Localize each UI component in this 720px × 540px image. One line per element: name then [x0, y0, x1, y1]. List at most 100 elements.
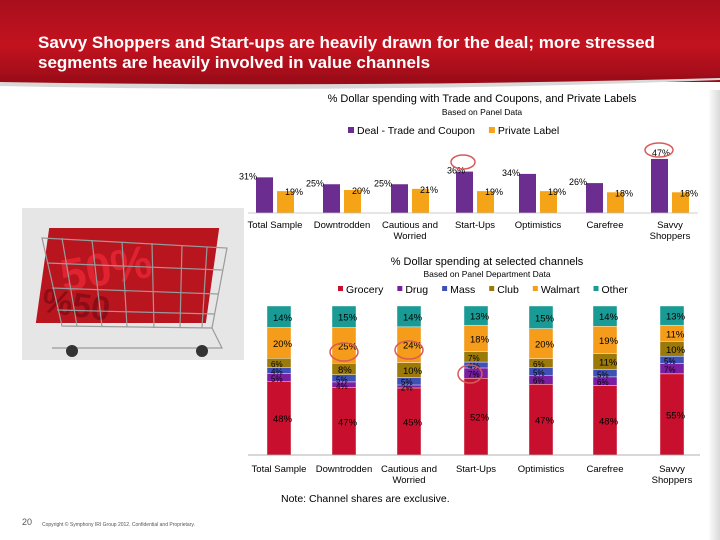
chart2-label-start-ups-other: 13%	[470, 312, 490, 323]
chart2-category-carefree: Carefree	[587, 464, 624, 475]
chart1-bar-total-sample-deal-trade-and-coupon	[256, 177, 273, 213]
chart2-label-cautious-and-worried-other: 14%	[403, 312, 423, 323]
chart1-legend-swatch-deal-trade-and-coupon	[348, 127, 354, 133]
chart2-label-carefree-other: 14%	[599, 312, 619, 323]
chart1-bar-optimistics-private-label	[540, 191, 557, 213]
chart2-bar-optimistics-other	[528, 305, 554, 329]
chart2-label-carefree-grocery: 48%	[599, 416, 619, 427]
chart2-label-downtrodden-mass: 5%	[336, 375, 348, 384]
chart1-label-start-ups-deal-trade-and-coupon: 36%	[447, 166, 465, 176]
chart1-bar-cautious-and-worried-private-label	[412, 188, 429, 213]
chart2-label-savvy-shoppers-walmart: 11%	[666, 329, 685, 340]
chart2-legend-label-other: Other	[602, 284, 629, 296]
chart2-label-optimistics-walmart: 20%	[535, 340, 555, 351]
chart2-legend-swatch-mass	[442, 286, 448, 291]
chart2-label-optimistics-other: 15%	[535, 313, 555, 324]
chart1-legend-swatch-private-label	[488, 127, 495, 133]
chart1-category-cautious-and-worried: Cautious and Worried	[382, 220, 438, 242]
chart1-label-carefree-private-label: 18%	[615, 188, 633, 198]
page-number: 20	[22, 517, 33, 527]
chart2-label-downtrodden-club: 8%	[338, 365, 352, 376]
chart2-label-savvy-shoppers-drug: 7%	[664, 366, 676, 375]
chart1-category-carefree: Carefree	[587, 220, 624, 231]
chart1-bar-downtrodden-private-label	[344, 190, 361, 213]
chart1-label-savvy-shoppers-private-label: 18%	[680, 188, 698, 198]
chart2-bar-total-sample-other	[266, 305, 292, 328]
chart2-label-optimistics-drug: 6%	[533, 377, 545, 386]
chart1-legend-label-private-label: Private Label	[498, 125, 559, 137]
chart2-label-carefree-club: 11%	[599, 358, 618, 369]
chart2-label-total-sample-club: 6%	[271, 360, 283, 369]
chart2-bar-downtrodden-other	[331, 305, 357, 328]
chart2-label-downtrodden-other: 15%	[338, 313, 358, 324]
chart2-category-savvy-shoppers: Savvy Shoppers	[652, 464, 693, 486]
chart-note: Note: Channel shares are exclusive.	[281, 493, 450, 505]
chart2-bar-start-ups-other	[463, 305, 489, 326]
chart1-category-savvy-shoppers: Savvy Shoppers	[650, 220, 691, 242]
chart1-subtitle: Based on Panel Data	[442, 107, 523, 117]
chart2-label-total-sample-drug: 5%	[271, 374, 283, 383]
right-decor-strip	[708, 90, 720, 540]
chart1-category-downtrodden: Downtrodden	[314, 220, 371, 231]
chart2-label-start-ups-grocery: 52%	[470, 413, 490, 424]
chart2-label-start-ups-walmart: 18%	[470, 334, 490, 345]
chart1-title: % Dollar spending with Trade and Coupons…	[328, 93, 637, 105]
chart2-bar-start-ups-grocery	[463, 378, 489, 456]
header-swoosh	[0, 76, 720, 89]
chart2-title: % Dollar spending at selected channels	[391, 256, 584, 268]
chart2-bar-cautious-and-worried-other	[396, 305, 422, 328]
chart2-bar-total-sample-walmart	[266, 327, 292, 359]
chart2-legend-swatch-walmart	[532, 286, 538, 291]
chart2-bar-start-ups-walmart	[463, 324, 489, 352]
chart2-label-cautious-and-worried-club: 10%	[403, 366, 423, 377]
chart2-category-optimistics: Optimistics	[518, 464, 565, 475]
chart1-category-optimistics: Optimistics	[515, 220, 562, 231]
chart1-bar-cautious-and-worried-deal-trade-and-coupon	[391, 184, 408, 213]
chart2-label-downtrodden-grocery: 47%	[338, 417, 358, 428]
chart2-label-total-sample-grocery: 48%	[273, 414, 293, 425]
chart1-label-savvy-shoppers-deal-trade-and-coupon: 47%	[652, 148, 670, 158]
chart2-label-total-sample-walmart: 20%	[273, 339, 293, 350]
chart1-bar-savvy-shoppers-private-label	[672, 192, 689, 213]
chart2-label-cautious-and-worried-grocery: 45%	[403, 417, 423, 428]
chart1-bar-start-ups-deal-trade-and-coupon	[456, 171, 473, 213]
chart2-bar-total-sample-grocery	[266, 381, 292, 456]
chart2-bar-savvy-shoppers-grocery	[659, 373, 685, 456]
chart1-bar-carefree-deal-trade-and-coupon	[586, 183, 603, 213]
chart2-label-optimistics-club: 6%	[533, 360, 545, 369]
chart1-legend-label-deal-trade-and-coupon: Deal - Trade and Coupon	[357, 125, 475, 137]
chart1-label-cautious-and-worried-private-label: 21%	[420, 185, 438, 195]
chart2-label-carefree-walmart: 19%	[599, 336, 619, 347]
chart2-label-optimistics-grocery: 47%	[535, 416, 555, 427]
copyright-text: Copyright © Symphony IRI Group 2012. Con…	[42, 522, 195, 528]
chart2-label-downtrodden-drug: 4%	[336, 382, 348, 391]
chart2-legend-label-grocery: Grocery	[346, 284, 384, 296]
chart2-label-cautious-and-worried-drug: 2%	[401, 383, 413, 392]
chart1-highlight-startups-deal	[450, 154, 476, 170]
chart2-label-downtrodden-walmart: 25%	[338, 341, 358, 352]
chart2-label-total-sample-other: 14%	[273, 313, 293, 324]
chart1-label-carefree-deal-trade-and-coupon: 26%	[569, 177, 587, 187]
chart2-highlight-downtrodden-walmart	[329, 342, 359, 362]
chart1-bar-downtrodden-deal-trade-and-coupon	[323, 184, 340, 213]
chart1-label-total-sample-private-label: 19%	[285, 187, 303, 197]
chart2-bar-downtrodden-grocery	[331, 387, 357, 456]
chart1-label-optimistics-private-label: 19%	[548, 187, 566, 197]
chart2-legend-swatch-other	[593, 286, 599, 291]
chart2-legend-label-mass: Mass	[450, 284, 475, 296]
chart2-label-cautious-and-worried-walmart: 24%	[403, 341, 423, 352]
chart2-subtitle: Based on Panel Department Data	[423, 269, 550, 279]
chart1-highlight-savvy-deal	[644, 142, 674, 158]
chart2-category-cautious-and-worried: Cautious and Worried	[381, 464, 437, 486]
chart1-label-downtrodden-private-label: 20%	[352, 186, 370, 196]
chart2-label-carefree-mass: 5%	[597, 370, 609, 379]
chart1-category-total-sample: Total Sample	[248, 220, 303, 231]
chart2-label-carefree-drug: 6%	[597, 378, 609, 387]
chart2-label-start-ups-drug: 7%	[468, 370, 480, 379]
chart1-label-optimistics-deal-trade-and-coupon: 34%	[502, 168, 520, 178]
chart2-label-total-sample-mass: 4%	[271, 368, 283, 377]
chart1-label-start-ups-private-label: 19%	[485, 187, 503, 197]
chart1-bar-start-ups-private-label	[477, 191, 494, 213]
chart2-bar-optimistics-walmart	[528, 328, 554, 359]
